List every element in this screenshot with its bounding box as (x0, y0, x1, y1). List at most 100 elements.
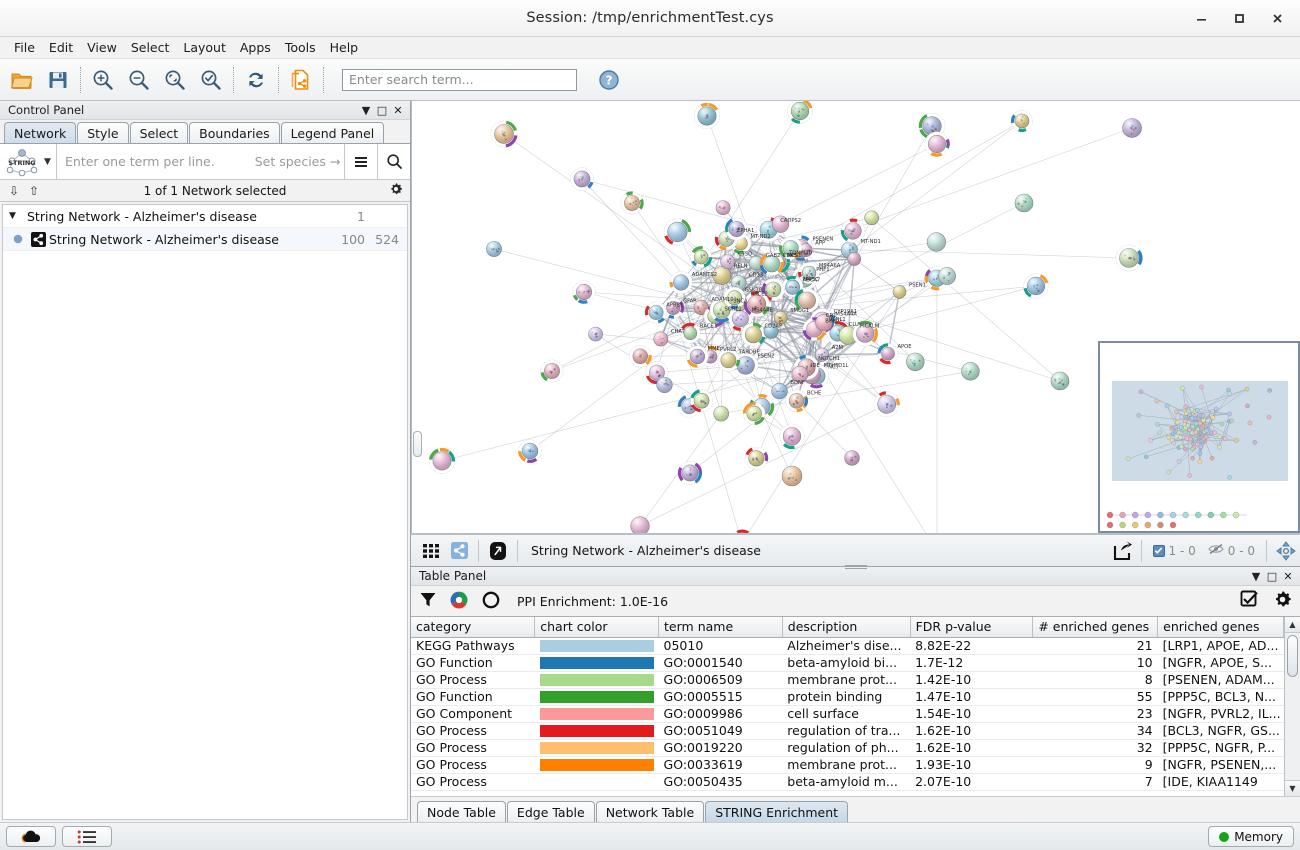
network-node[interactable] (629, 345, 652, 368)
column-header-enriched-count[interactable]: # enriched genes (1032, 617, 1159, 638)
open-session-icon[interactable] (4, 63, 40, 97)
network-node[interactable] (844, 450, 860, 466)
menu-file[interactable]: File (14, 40, 35, 55)
tab-style[interactable]: Style (77, 122, 129, 143)
network-node[interactable] (693, 102, 721, 130)
chevron-down-icon[interactable]: ▼ (1251, 569, 1261, 583)
network-node[interactable] (730, 275, 747, 291)
network-node[interactable] (429, 447, 455, 474)
set-species-link[interactable]: Set species → (254, 154, 341, 169)
network-node[interactable] (744, 446, 769, 470)
table-row[interactable]: KEGG Pathways 05010 Alzheimer's dise... 8.8… (411, 637, 1284, 655)
network-canvas[interactable]: MT-ND2 MT-ND1 VSNL1 GAB2 PVRL2 ADAMTS2 TOMM40 S… (411, 101, 1300, 534)
network-node[interactable] (906, 352, 925, 372)
network-node[interactable] (630, 516, 650, 534)
column-header-enriched-genes[interactable]: enriched genes (1157, 617, 1284, 638)
float-panel-icon[interactable]: □ (376, 103, 388, 117)
network-tree-root-row[interactable]: ▼ String Network - Alzheimer's disease 1 (3, 205, 407, 228)
search-input[interactable]: Enter search term... (342, 68, 577, 91)
network-node[interactable] (715, 200, 731, 216)
collapse-all-icon[interactable]: ⇩ (8, 183, 20, 198)
network-node[interactable] (785, 280, 800, 295)
task-list-icon[interactable] (62, 826, 112, 847)
table-row[interactable]: GO Process GO:0050435 beta-amyloid m... 2.0… (411, 773, 1284, 791)
tab-node-table[interactable]: Node Table (417, 801, 506, 822)
network-node[interactable] (645, 361, 669, 385)
network-node[interactable] (798, 262, 820, 284)
menu-view[interactable]: View (87, 40, 117, 55)
zoom-out-icon[interactable] (121, 63, 157, 97)
network-node[interactable] (938, 267, 956, 285)
scroll-down-arrow-icon[interactable]: ▼ (1285, 780, 1300, 796)
network-node[interactable] (690, 246, 713, 268)
network-graph[interactable]: MT-ND2 MT-ND1 VSNL1 GAB2 PVRL2 ADAMTS2 TOMM40 S… (412, 101, 1300, 534)
network-node[interactable] (663, 218, 692, 246)
column-header-description[interactable]: description (782, 617, 911, 638)
close-panel-icon[interactable]: ✕ (1283, 569, 1293, 583)
panel-divider-grip[interactable] (844, 565, 867, 569)
enrichment-table-wrapper[interactable]: category chart color term name descripti… (411, 616, 1300, 796)
maximize-icon[interactable] (1220, 2, 1258, 36)
network-node[interactable] (679, 322, 701, 344)
chevron-down-icon[interactable]: ▼ (361, 103, 371, 117)
annotation-icon[interactable] (484, 539, 512, 563)
table-row[interactable]: GO Process GO:0051049 regulation of tra...… (411, 722, 1284, 740)
network-node[interactable] (656, 376, 673, 393)
export-network-icon[interactable] (283, 63, 319, 97)
network-node[interactable] (730, 233, 752, 254)
network-node[interactable] (686, 345, 709, 368)
network-node[interactable] (924, 131, 950, 157)
network-node[interactable] (873, 391, 900, 418)
menu-help[interactable]: Help (329, 40, 359, 55)
network-node[interactable] (1010, 110, 1033, 133)
network-node[interactable] (713, 405, 729, 422)
minimize-icon[interactable] (1182, 2, 1220, 36)
tab-boundaries[interactable]: Boundaries (189, 122, 280, 143)
memory-status-button[interactable]: Memory (1208, 826, 1294, 847)
column-header-chart-color[interactable]: chart color (534, 617, 660, 638)
network-node[interactable] (852, 320, 878, 347)
table-vertical-scrollbar[interactable]: ▲ ▼ (1284, 617, 1300, 796)
color-wheel-icon[interactable] (449, 590, 469, 613)
network-node[interactable] (669, 270, 693, 295)
network-node[interactable] (847, 252, 861, 266)
network-node[interactable] (787, 101, 813, 124)
network-node[interactable] (1115, 244, 1143, 272)
tab-network[interactable]: Network (4, 122, 77, 143)
network-node[interactable] (779, 423, 805, 450)
network-node[interactable] (794, 288, 820, 313)
network-node[interactable] (877, 343, 899, 365)
network-node[interactable] (741, 322, 766, 347)
menu-select[interactable]: Select (130, 40, 170, 55)
network-node[interactable] (864, 210, 879, 226)
close-panel-icon[interactable]: ✕ (393, 103, 403, 117)
float-panel-icon[interactable]: □ (1266, 569, 1278, 583)
menu-layout[interactable]: Layout (183, 40, 226, 55)
table-row[interactable]: GO Process GO:0006509 membrane prot... 1.42… (411, 671, 1284, 689)
network-node[interactable] (588, 326, 603, 342)
network-node[interactable] (518, 439, 542, 463)
network-node[interactable] (712, 266, 732, 285)
menu-apps[interactable]: Apps (239, 40, 271, 55)
network-node[interactable] (785, 389, 808, 413)
column-header-fdr-pvalue[interactable]: FDR p-value (910, 617, 1034, 638)
network-node[interactable] (838, 326, 858, 345)
network-node[interactable] (540, 359, 564, 383)
network-node[interactable] (716, 348, 740, 372)
network-node[interactable] (1122, 118, 1142, 138)
network-node[interactable] (815, 347, 829, 362)
gear-icon[interactable] (388, 182, 404, 199)
network-node[interactable] (773, 310, 788, 325)
help-icon[interactable]: ? (591, 63, 627, 97)
eye-hidden-icon[interactable] (1208, 543, 1224, 558)
network-node[interactable] (570, 167, 594, 191)
zoom-fit-icon[interactable] (157, 63, 193, 97)
export-image-icon[interactable] (1108, 539, 1136, 563)
select-columns-icon[interactable] (1240, 590, 1259, 612)
network-node[interactable] (486, 241, 502, 257)
zoom-in-icon[interactable] (85, 63, 121, 97)
network-node[interactable] (720, 254, 736, 270)
network-node[interactable] (620, 191, 644, 215)
network-node[interactable] (653, 331, 669, 347)
tab-legend-panel[interactable]: Legend Panel (280, 122, 385, 143)
